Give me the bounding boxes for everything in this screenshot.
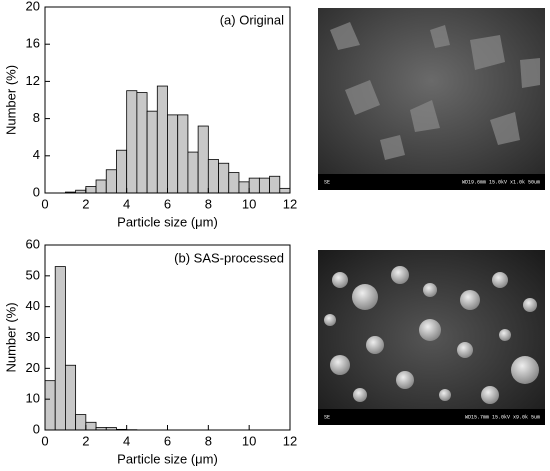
bar [85, 186, 97, 194]
x-axis-label: Particle size (μm) [117, 451, 218, 466]
x-axis-label: Particle size (μm) [117, 214, 218, 229]
x-tick-label: 8 [205, 196, 212, 211]
image-caption: WD19.6mm 15.0kV x1.0k 50um [462, 179, 540, 185]
x-tick-label: 0 [41, 433, 48, 448]
bar [228, 172, 240, 194]
bar [197, 125, 209, 194]
bar [187, 151, 199, 194]
bar [218, 162, 230, 194]
bar [75, 414, 87, 431]
sem-image-a [318, 8, 545, 190]
x-tick-label: 8 [205, 433, 212, 448]
annotation: (a) Original [220, 12, 284, 27]
image-caption: SE [324, 414, 330, 420]
y-tick-label: 30 [26, 329, 40, 344]
x-tick-label: 10 [242, 433, 256, 448]
bar [207, 159, 219, 194]
y-tick-label: 60 [26, 236, 40, 251]
bar [85, 421, 97, 431]
annotation: (b) SAS-processed [174, 250, 284, 265]
x-tick-label: 6 [164, 433, 171, 448]
y-tick-label: 4 [33, 147, 40, 162]
plot-frame [44, 244, 291, 431]
y-tick-label: 20 [26, 360, 40, 375]
y-tick-label: 10 [26, 391, 40, 406]
y-tick-label: 8 [33, 110, 40, 125]
y-axis-label: Number (%) [3, 65, 18, 135]
bar [95, 179, 107, 194]
bar [279, 187, 291, 194]
x-tick-label: 4 [123, 433, 130, 448]
y-tick-label: 50 [26, 267, 40, 282]
y-tick-label: 20 [26, 0, 40, 13]
y-tick-label: 12 [26, 73, 40, 88]
y-axis-label: Number (%) [3, 302, 18, 372]
x-tick-label: 2 [82, 196, 89, 211]
bar [146, 110, 158, 194]
bar [156, 85, 168, 194]
x-tick-label: 12 [283, 196, 297, 211]
image-caption: SE [324, 179, 330, 185]
bar [136, 92, 148, 194]
x-tick-label: 4 [123, 196, 130, 211]
x-tick-label: 6 [164, 196, 171, 211]
bar [116, 149, 128, 194]
bar [258, 177, 270, 194]
bar [167, 114, 179, 194]
bar [105, 169, 117, 194]
bar [238, 181, 250, 194]
bar [269, 175, 281, 194]
y-tick-label: 40 [26, 298, 40, 313]
x-tick-label: 10 [242, 196, 256, 211]
y-tick-label: 16 [26, 36, 40, 51]
sem-image-b [318, 250, 545, 425]
bar [44, 380, 56, 431]
x-tick-label: 2 [82, 433, 89, 448]
image-caption: WD15.7mm 15.0kV x9.0k 5um [465, 414, 540, 420]
y-tick-label: 0 [33, 421, 40, 436]
bar [248, 177, 260, 194]
bar [177, 114, 189, 194]
bar [65, 364, 77, 431]
y-tick-label: 0 [33, 184, 40, 199]
bar [54, 266, 66, 431]
x-tick-label: 0 [41, 196, 48, 211]
x-tick-label: 12 [283, 433, 297, 448]
bar [126, 90, 138, 194]
